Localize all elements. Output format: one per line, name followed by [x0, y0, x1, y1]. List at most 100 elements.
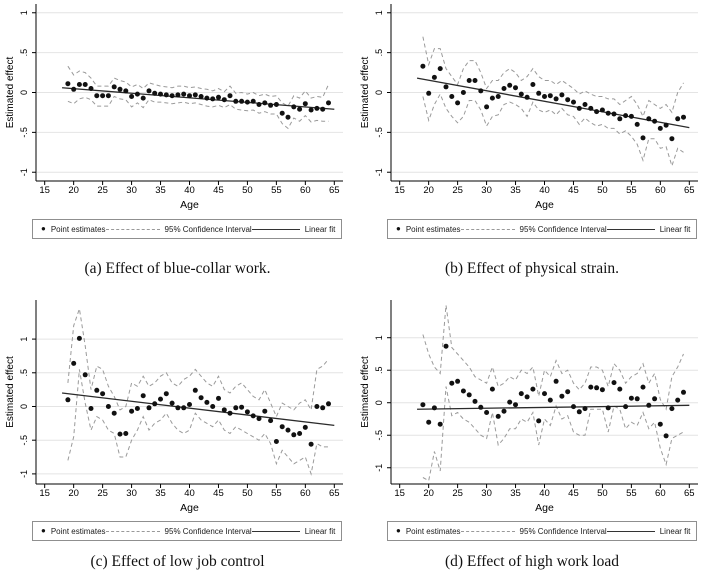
- data-point: [628, 395, 634, 401]
- point-marker-icon: ●: [396, 224, 401, 233]
- data-point: [291, 432, 297, 438]
- data-point: [657, 125, 663, 131]
- data-point: [134, 406, 140, 411]
- data-point: [466, 78, 472, 83]
- x-tick-label: 15: [39, 185, 50, 196]
- data-point: [518, 391, 524, 397]
- figure-caption-a: (a) Effect of blue-collar work.: [84, 259, 271, 277]
- data-point: [646, 116, 652, 122]
- x-tick-label: 50: [242, 185, 253, 196]
- data-point: [181, 91, 187, 97]
- x-tick-label: 15: [394, 488, 405, 499]
- legend-d: ● Point estimates 95% Confidence Interval…: [387, 521, 697, 541]
- data-point: [681, 114, 686, 120]
- x-tick-label: 30: [126, 185, 137, 196]
- legend-point-entry: ● Point estimates: [41, 527, 106, 536]
- data-point: [582, 102, 588, 107]
- data-point: [675, 397, 681, 403]
- chart-canvas-b: -1 -.5 0 .5 1 Estimated effect 15 20 25 30 35 40 45 5…: [360, 4, 698, 211]
- data-point: [443, 343, 449, 349]
- data-point: [617, 116, 623, 122]
- data-point: [646, 402, 652, 408]
- data-point: [565, 97, 571, 103]
- data-point: [76, 335, 82, 341]
- data-point: [420, 402, 426, 408]
- data-point: [518, 91, 524, 97]
- y-tick-label: -1: [374, 168, 384, 176]
- y-tick-label: -1: [374, 464, 384, 472]
- data-point: [437, 421, 443, 427]
- data-point: [472, 398, 478, 404]
- data-point: [559, 393, 565, 399]
- data-point: [599, 107, 605, 113]
- data-point: [576, 409, 582, 415]
- data-point: [628, 113, 634, 119]
- data-point: [320, 405, 326, 411]
- fit-line: [62, 87, 335, 110]
- data-point: [158, 91, 163, 97]
- data-point: [146, 88, 152, 94]
- y-tick-label: 1: [374, 10, 384, 15]
- data-point: [262, 408, 268, 414]
- legend-b: ● Point estimates 95% Confidence Interval…: [387, 219, 697, 239]
- data-point: [129, 94, 135, 99]
- legend-fit-entry: Linear fit: [606, 526, 691, 536]
- data-point: [437, 66, 443, 72]
- legend-ci-entry: 95% Confidence Interval: [460, 526, 607, 536]
- fit-line: [61, 392, 335, 427]
- legend-fit-entry: Linear fit: [606, 225, 690, 234]
- y-tick-label: -1: [19, 168, 29, 176]
- x-tick-label: 50: [597, 488, 608, 499]
- legend-point-label: Point estimates: [50, 224, 106, 234]
- data-point: [111, 410, 117, 416]
- y-tick-label: 1: [374, 335, 384, 340]
- data-point: [233, 405, 239, 411]
- y-tick-label: .5: [19, 369, 29, 377]
- data-point: [478, 404, 484, 410]
- x-tick-label: 30: [481, 488, 492, 499]
- data-point: [239, 98, 245, 104]
- data-point: [634, 121, 640, 127]
- data-point: [105, 93, 111, 99]
- legend-fit-label: Linear fit: [659, 526, 691, 536]
- data-point: [65, 81, 71, 87]
- x-tick-label: 45: [213, 488, 224, 499]
- x-axis-title: Age: [535, 502, 554, 514]
- ci-line-icon: [105, 530, 160, 532]
- x-tick-label: 40: [539, 488, 550, 499]
- data-point: [530, 82, 536, 87]
- data-point: [146, 405, 152, 411]
- y-tick-label: -.5: [374, 127, 384, 138]
- data-point: [210, 404, 216, 409]
- data-point: [605, 110, 611, 116]
- data-point: [326, 401, 331, 407]
- data-point: [192, 92, 198, 98]
- data-point: [187, 402, 192, 407]
- x-tick-label: 25: [452, 488, 463, 499]
- y-tick-label: -1: [19, 470, 29, 478]
- data-point: [82, 82, 88, 87]
- data-point: [472, 78, 478, 83]
- legend-ci-label: 95% Confidence Interval: [519, 224, 607, 234]
- data-point: [169, 93, 175, 99]
- data-point: [594, 109, 600, 115]
- data-point: [175, 92, 181, 98]
- data-point: [140, 393, 146, 399]
- data-point: [426, 90, 432, 96]
- data-point: [623, 113, 629, 119]
- x-tick-label: 40: [539, 185, 550, 196]
- data-point: [657, 421, 663, 427]
- data-point: [565, 389, 571, 395]
- data-point: [524, 94, 530, 100]
- data-point: [71, 86, 77, 92]
- legend-ci-label: 95% Confidence Interval: [164, 224, 252, 234]
- y-tick-label: 0: [19, 90, 29, 95]
- x-tick-label: 65: [684, 488, 695, 499]
- legend-ci-label: 95% Confidence Interval: [519, 526, 607, 536]
- data-point: [123, 431, 129, 436]
- point-marker-icon: ●: [41, 526, 46, 535]
- legend-fit-entry: Linear fit: [251, 527, 335, 536]
- x-tick-label: 40: [184, 185, 195, 196]
- x-tick-label: 35: [155, 488, 166, 499]
